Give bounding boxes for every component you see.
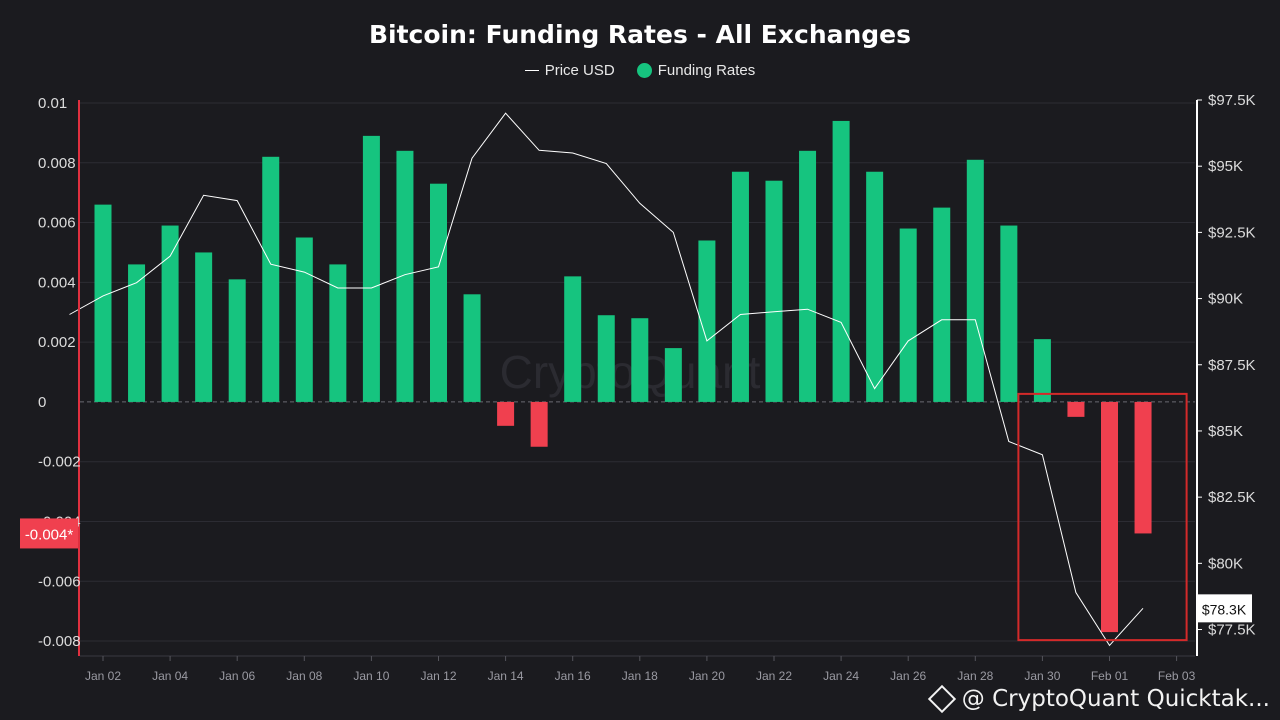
current-price-label: $78.3K bbox=[1202, 601, 1247, 617]
y-left-tick-label: 0.002 bbox=[38, 334, 76, 351]
legend-label-price: Price USD bbox=[544, 62, 615, 79]
x-tick-label: Jan 28 bbox=[957, 669, 993, 683]
bar bbox=[362, 135, 380, 402]
x-tick-label: Jan 14 bbox=[488, 669, 524, 683]
bar bbox=[228, 279, 246, 402]
x-tick-label: Jan 10 bbox=[353, 669, 389, 683]
bar bbox=[966, 159, 984, 402]
bar bbox=[866, 171, 884, 402]
bar bbox=[430, 183, 447, 402]
chart-watermark: CryptoQuant bbox=[500, 346, 761, 398]
highlight-box bbox=[1017, 392, 1188, 642]
current-price-badge bbox=[1197, 594, 1252, 623]
bar bbox=[497, 401, 515, 426]
y-right-tick-label: $77.5K bbox=[1208, 622, 1256, 639]
x-tick-label: Jan 18 bbox=[622, 669, 658, 683]
x-tick-label: Jan 22 bbox=[756, 669, 792, 683]
y-left-tick-label: 0.01 bbox=[38, 95, 67, 112]
x-tick-label: Jan 26 bbox=[890, 669, 926, 683]
x-tick-label: Jan 08 bbox=[286, 669, 322, 683]
price-line bbox=[69, 112, 1144, 647]
x-tick-label: Jan 30 bbox=[1024, 669, 1060, 683]
attribution-text: @ CryptoQuant Quicktak... bbox=[961, 686, 1270, 712]
bar bbox=[295, 237, 313, 402]
bar bbox=[1067, 401, 1085, 417]
bar bbox=[698, 240, 716, 402]
bar bbox=[631, 318, 649, 402]
bar bbox=[832, 120, 850, 402]
current-funding-badge bbox=[20, 518, 78, 549]
y-left-tick-label: 0.006 bbox=[38, 215, 76, 232]
current-funding-label: -0.004* bbox=[25, 526, 74, 543]
y-left-tick-label: -0.002 bbox=[38, 454, 81, 471]
legend-item-funding[interactable]: Funding Rates bbox=[636, 62, 756, 79]
bar bbox=[94, 204, 112, 402]
x-tick-label: Feb 01 bbox=[1091, 669, 1129, 683]
bar bbox=[329, 264, 347, 402]
y-right-tick-label: $85K bbox=[1208, 423, 1243, 440]
y-right-tick-label: $87.5K bbox=[1208, 357, 1256, 374]
y-left-tick-label: 0.008 bbox=[38, 155, 76, 172]
chart-title: Bitcoin: Funding Rates - All Exchanges bbox=[368, 20, 912, 49]
bar bbox=[765, 180, 783, 402]
bar bbox=[933, 207, 951, 402]
bar bbox=[597, 315, 615, 402]
x-tick-label: Jan 02 bbox=[85, 669, 121, 683]
bar bbox=[564, 276, 582, 402]
bar bbox=[799, 150, 817, 402]
y-left-tick-label: 0 bbox=[38, 394, 46, 411]
y-left-tick-label: -0.006 bbox=[38, 573, 81, 590]
bar bbox=[463, 294, 481, 402]
y-right-tick-label: $90K bbox=[1208, 291, 1243, 308]
bar bbox=[731, 171, 749, 402]
cryptoquant-logo-icon bbox=[927, 684, 956, 714]
bar bbox=[899, 228, 917, 402]
bar bbox=[1134, 401, 1152, 534]
line-marker-icon bbox=[524, 70, 539, 71]
y-right-tick-label: $95K bbox=[1208, 158, 1243, 175]
y-right-tick-label: $92.5K bbox=[1208, 224, 1256, 241]
chart-legend: Price USD Funding Rates bbox=[0, 62, 1280, 79]
x-tick-label: Jan 20 bbox=[689, 669, 725, 683]
bar bbox=[161, 225, 179, 402]
x-tick-label: Jan 16 bbox=[555, 669, 591, 683]
bar bbox=[664, 348, 682, 402]
y-left-tick-label: 0.004 bbox=[38, 274, 76, 291]
bar bbox=[1000, 225, 1018, 402]
y-left-tick-label: -0.008 bbox=[38, 633, 81, 650]
x-tick-label: Jan 12 bbox=[420, 669, 456, 683]
bar bbox=[128, 264, 146, 402]
bar bbox=[1033, 339, 1051, 402]
x-tick-label: Jan 04 bbox=[152, 669, 188, 683]
bar bbox=[530, 401, 548, 447]
bar bbox=[396, 150, 414, 402]
bar bbox=[1101, 401, 1118, 633]
attribution: @ CryptoQuant Quicktak... bbox=[927, 684, 1270, 714]
bar bbox=[195, 252, 213, 402]
y-right-tick-label: $82.5K bbox=[1208, 489, 1256, 506]
y-right-tick-label: $97.5K bbox=[1208, 92, 1256, 109]
legend-label-funding: Funding Rates bbox=[657, 62, 756, 79]
dot-marker-icon bbox=[636, 63, 652, 78]
x-tick-label: Feb 03 bbox=[1158, 669, 1196, 683]
x-tick-label: Jan 06 bbox=[219, 669, 255, 683]
bar bbox=[262, 156, 280, 402]
x-tick-label: Jan 24 bbox=[823, 669, 859, 683]
legend-item-price[interactable]: Price USD bbox=[524, 62, 615, 79]
y-right-tick-label: $80K bbox=[1208, 555, 1243, 572]
